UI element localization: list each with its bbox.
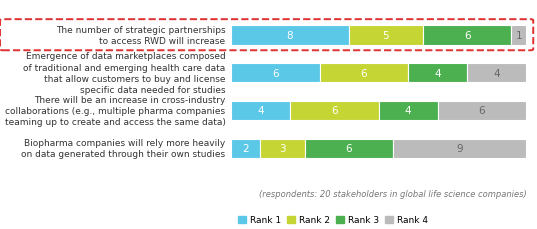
Legend: Rank 1, Rank 2, Rank 3, Rank 4: Rank 1, Rank 2, Rank 3, Rank 4 — [238, 215, 428, 224]
Bar — [512, 26, 526, 45]
Text: 6: 6 — [331, 106, 338, 116]
Text: 4: 4 — [434, 68, 441, 78]
Bar — [467, 63, 526, 83]
Bar — [423, 26, 512, 45]
Bar — [349, 26, 423, 45]
Text: 6: 6 — [478, 106, 485, 116]
Text: 6: 6 — [360, 68, 367, 78]
Text: Biopharma companies will rely more heavily
on data generated through their own s: Biopharma companies will rely more heavi… — [21, 139, 226, 159]
Text: The number of strategic partnerships
to access RWD will increase: The number of strategic partnerships to … — [56, 26, 226, 46]
Text: Emergence of data marketplaces composed
of traditional and emerging health care : Emergence of data marketplaces composed … — [23, 52, 226, 94]
Text: 6: 6 — [464, 31, 470, 41]
Bar — [231, 63, 320, 83]
Text: 2: 2 — [242, 144, 249, 154]
Text: 4: 4 — [405, 106, 411, 116]
Text: 3: 3 — [279, 144, 286, 154]
Bar — [305, 139, 393, 158]
Bar — [231, 26, 349, 45]
Text: 4: 4 — [494, 68, 500, 78]
Bar — [320, 63, 408, 83]
Text: There will be an increase in cross-industry
collaborations (e.g., multiple pharm: There will be an increase in cross-indus… — [5, 95, 226, 127]
Bar — [438, 101, 526, 121]
Text: 6: 6 — [346, 144, 352, 154]
Text: 4: 4 — [257, 106, 264, 116]
Bar — [408, 63, 467, 83]
Text: (respondents: 20 stakeholders in global life science companies): (respondents: 20 stakeholders in global … — [258, 189, 526, 198]
Bar — [393, 139, 526, 158]
Bar — [290, 101, 379, 121]
Text: 1: 1 — [516, 31, 522, 41]
Text: 5: 5 — [383, 31, 389, 41]
Text: 9: 9 — [456, 144, 463, 154]
Bar — [260, 139, 305, 158]
Bar — [231, 139, 260, 158]
Text: 6: 6 — [272, 68, 279, 78]
Text: 8: 8 — [287, 31, 293, 41]
Bar — [231, 101, 290, 121]
Bar — [379, 101, 438, 121]
